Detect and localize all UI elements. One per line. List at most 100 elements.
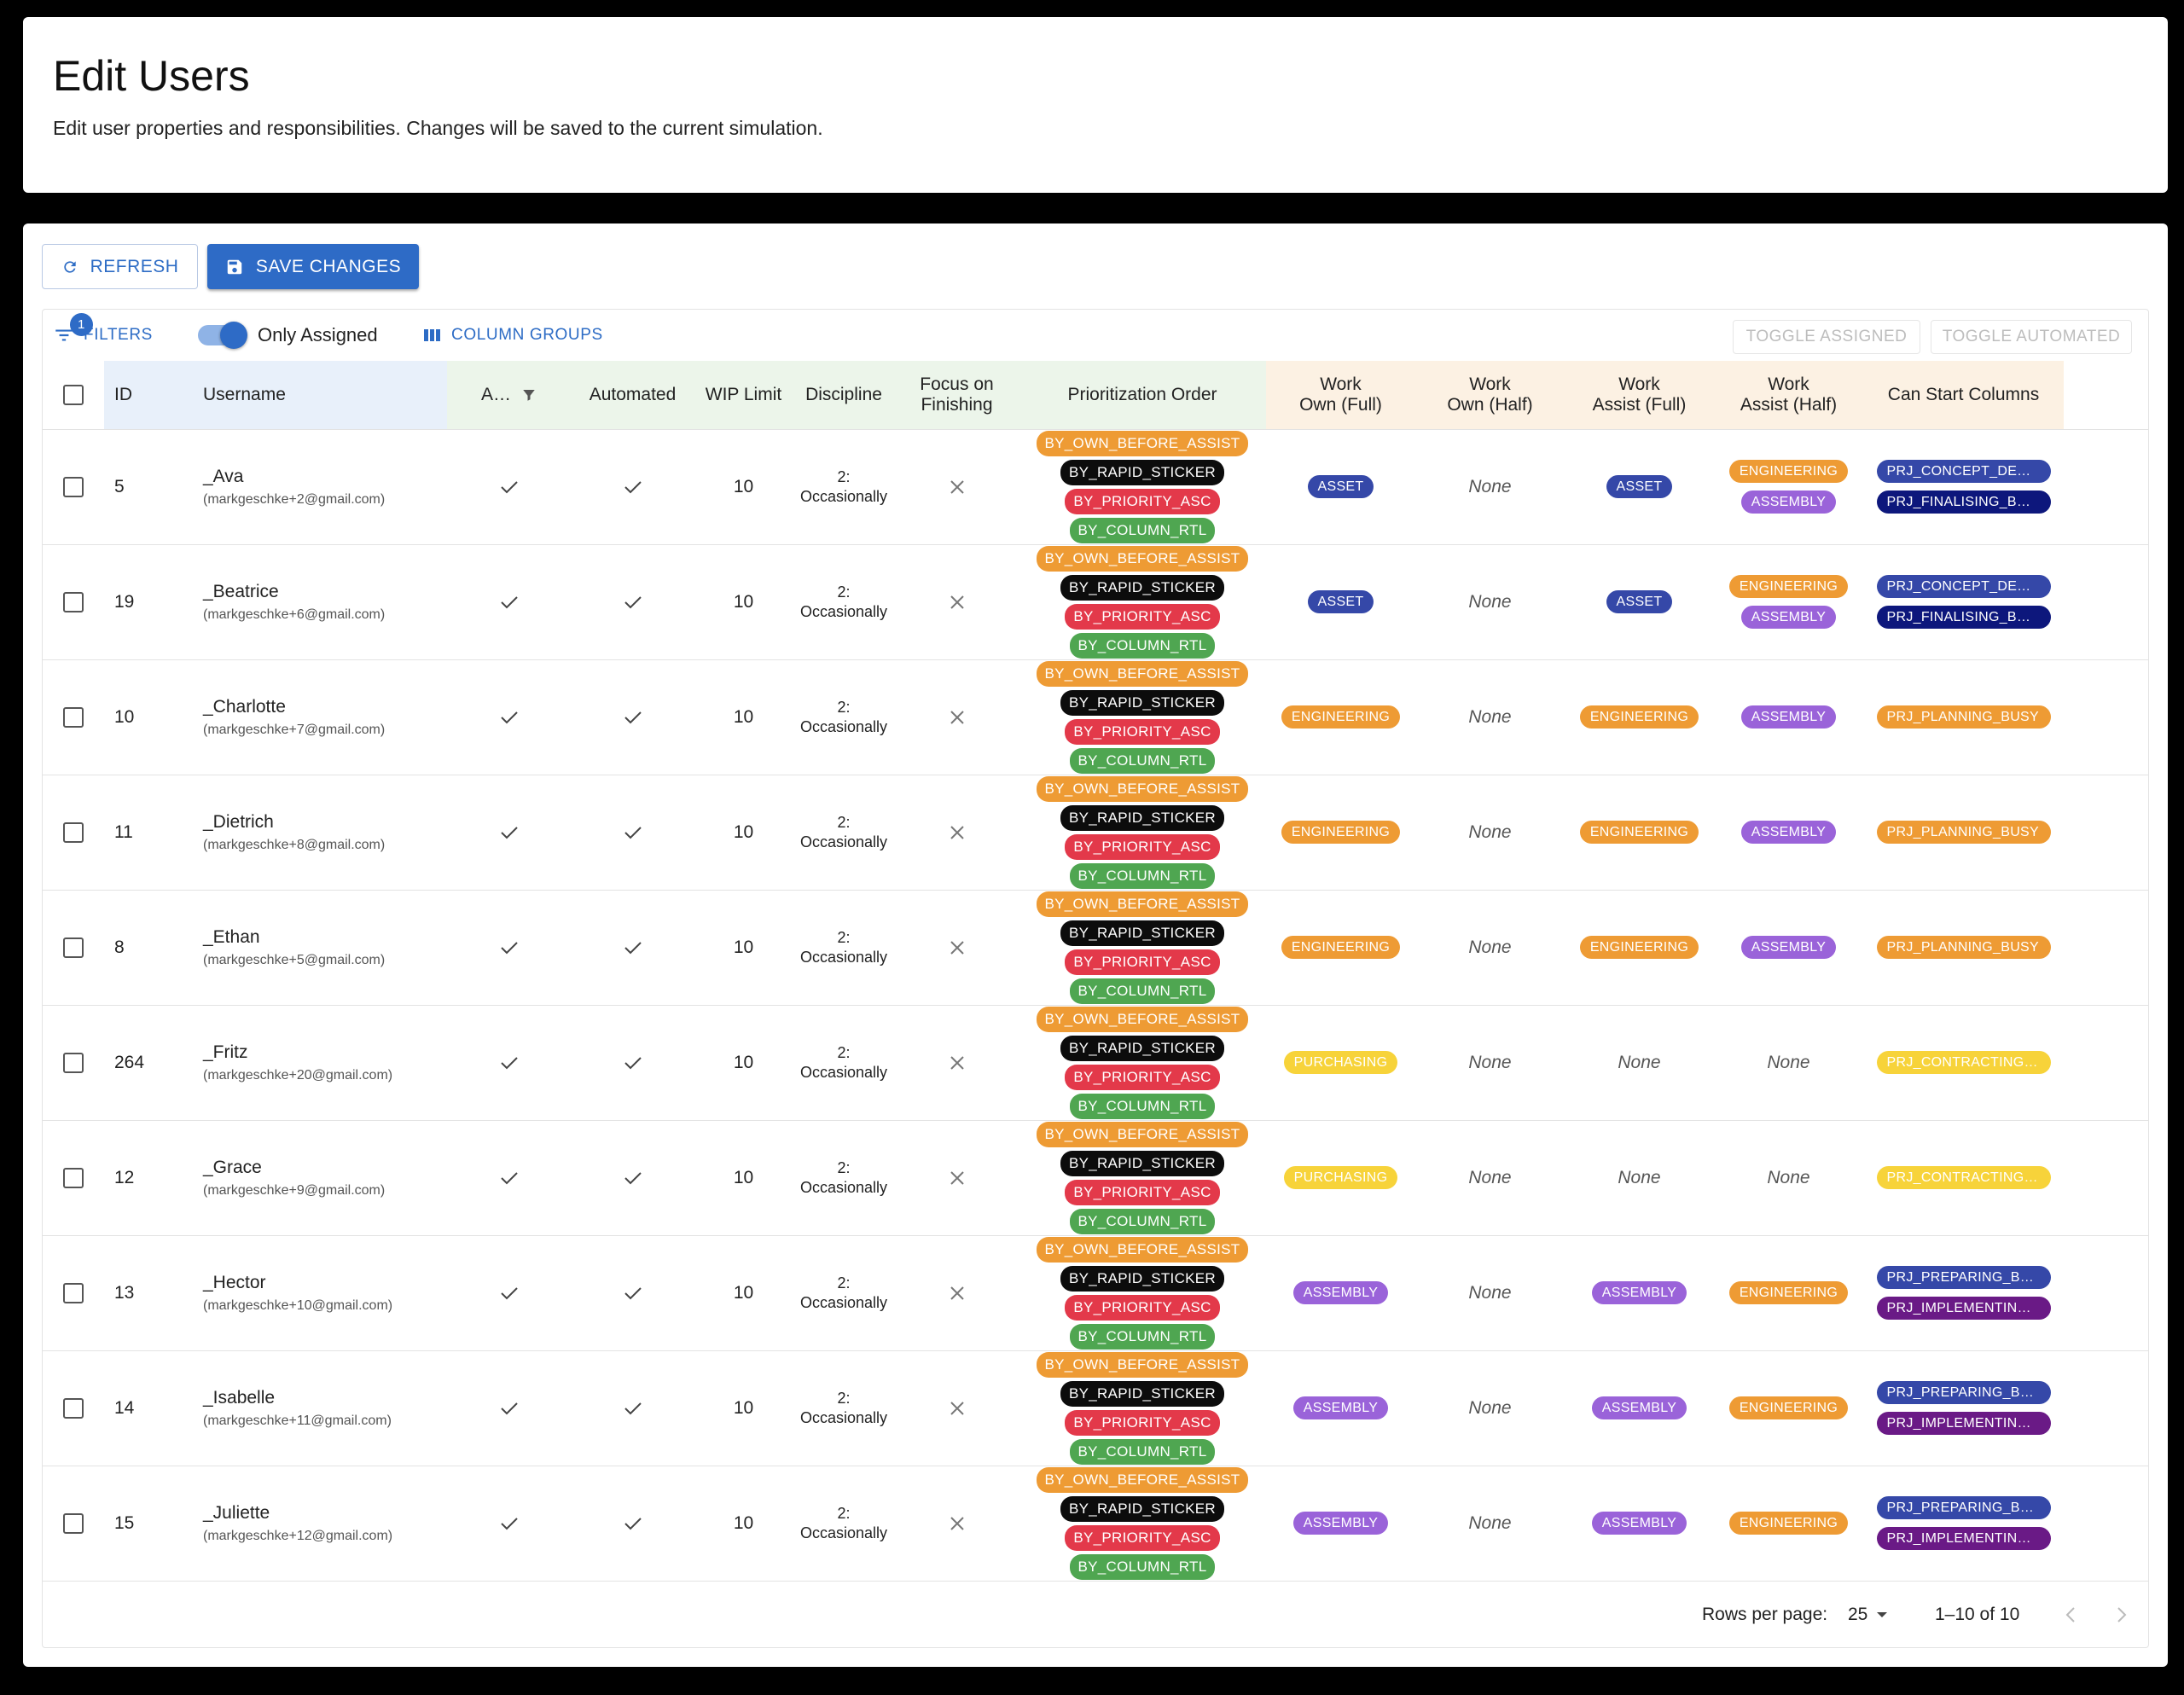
assigned-cell[interactable] (447, 1120, 571, 1235)
focus-on-finishing-cell[interactable] (895, 890, 1019, 1005)
toggle-assigned-button[interactable]: TOGGLE ASSIGNED (1733, 320, 1920, 354)
discipline-cell[interactable]: 2: Occasionally (793, 1350, 895, 1466)
work-assist-full-cell[interactable]: None (1565, 1005, 1714, 1120)
username-cell[interactable]: _Ava (markgeschke+2@gmail.com) (191, 429, 447, 544)
automated-cell[interactable] (571, 775, 694, 890)
discipline-cell[interactable]: 2: Occasionally (793, 1235, 895, 1350)
automated-cell[interactable] (571, 1120, 694, 1235)
prioritization-order-cell[interactable]: BY_OWN_BEFORE_ASSIST BY_RAPID_STICKER BY_P… (1019, 1120, 1266, 1235)
table-row[interactable]: 19 _Beatrice (markgeschke+6@gmail.com) 10 2:… (43, 544, 2148, 660)
work-own-full-cell[interactable]: ASSEMBLY (1266, 1466, 1415, 1581)
focus-on-finishing-cell[interactable] (895, 775, 1019, 890)
work-own-half-cell[interactable]: None (1415, 1235, 1565, 1350)
previous-page-icon[interactable] (2065, 1581, 2077, 1647)
discipline-cell[interactable]: 2: Occasionally (793, 1120, 895, 1235)
filter-icon[interactable] (521, 387, 537, 403)
column-header-username[interactable]: Username (191, 361, 447, 429)
prioritization-order-cell[interactable]: BY_OWN_BEFORE_ASSIST BY_RAPID_STICKER BY_P… (1019, 890, 1266, 1005)
only-assigned-switch[interactable] (198, 322, 247, 349)
automated-cell[interactable] (571, 544, 694, 659)
work-own-half-cell[interactable]: None (1415, 1350, 1565, 1466)
row-checkbox[interactable] (63, 476, 84, 497)
work-assist-half-cell[interactable]: ASSEMBLY (1714, 659, 1863, 775)
work-assist-half-cell[interactable]: ASSEMBLY (1714, 890, 1863, 1005)
focus-on-finishing-cell[interactable] (895, 544, 1019, 659)
can-start-columns-cell[interactable]: PRJ_CONCEPT_DE… PRJ_FINALISING_B… (1863, 544, 2064, 659)
assigned-cell[interactable] (447, 890, 571, 1005)
work-assist-full-cell[interactable]: ASSET (1565, 544, 1714, 659)
row-checkbox[interactable] (63, 1512, 84, 1534)
row-checkbox[interactable] (63, 1167, 84, 1188)
work-own-half-cell[interactable]: None (1415, 1120, 1565, 1235)
discipline-cell[interactable]: 2: Occasionally (793, 429, 895, 544)
automated-cell[interactable] (571, 1350, 694, 1466)
row-checkbox[interactable] (63, 1282, 84, 1303)
wip-limit-cell[interactable]: 10 (694, 890, 793, 1005)
work-assist-half-cell[interactable]: ENGINEERING (1714, 1235, 1863, 1350)
work-own-full-cell[interactable]: ASSEMBLY (1266, 1235, 1415, 1350)
column-header-id[interactable]: ID (104, 361, 191, 429)
wip-limit-cell[interactable]: 10 (694, 1120, 793, 1235)
table-row[interactable]: 264 _Fritz (markgeschke+20@gmail.com) 10 2: O… (43, 1005, 2148, 1121)
prioritization-order-cell[interactable]: BY_OWN_BEFORE_ASSIST BY_RAPID_STICKER BY_P… (1019, 1466, 1266, 1581)
wip-limit-cell[interactable]: 10 (694, 659, 793, 775)
toggle-automated-button[interactable]: TOGGLE AUTOMATED (1931, 320, 2132, 354)
can-start-columns-cell[interactable]: PRJ_PLANNING_BUSY (1863, 775, 2064, 890)
work-own-full-cell[interactable]: PURCHASING (1266, 1005, 1415, 1120)
work-assist-full-cell[interactable]: ASSET (1565, 429, 1714, 544)
work-assist-half-cell[interactable]: ENGINEERING ASSEMBLY (1714, 544, 1863, 659)
work-assist-half-cell[interactable]: ASSEMBLY (1714, 775, 1863, 890)
can-start-columns-cell[interactable]: PRJ_CONTRACTING… (1863, 1120, 2064, 1235)
work-assist-full-cell[interactable]: None (1565, 1120, 1714, 1235)
column-header-work-own-half[interactable]: Work Own (Half) (1415, 361, 1565, 429)
work-own-half-cell[interactable]: None (1415, 659, 1565, 775)
focus-on-finishing-cell[interactable] (895, 1350, 1019, 1466)
refresh-button[interactable]: REFRESH (42, 244, 198, 289)
row-checkbox[interactable] (63, 591, 84, 612)
discipline-cell[interactable]: 2: Occasionally (793, 775, 895, 890)
can-start-columns-cell[interactable]: PRJ_PREPARING_B… PRJ_IMPLEMENTIN… (1863, 1235, 2064, 1350)
wip-limit-cell[interactable]: 10 (694, 775, 793, 890)
table-row[interactable]: 11 _Dietrich (markgeschke+8@gmail.com) 10 2:… (43, 775, 2148, 891)
automated-cell[interactable] (571, 1005, 694, 1120)
work-own-full-cell[interactable]: ENGINEERING (1266, 659, 1415, 775)
work-own-half-cell[interactable]: None (1415, 1466, 1565, 1581)
can-start-columns-cell[interactable]: PRJ_CONCEPT_DE… PRJ_FINALISING_B… (1863, 429, 2064, 544)
work-assist-half-cell[interactable]: ENGINEERING (1714, 1466, 1863, 1581)
column-groups-button[interactable]: COLUMN GROUPS (424, 310, 603, 361)
filters-button[interactable]: 1 FILTERS (53, 310, 153, 361)
table-row[interactable]: 8 _Ethan (markgeschke+5@gmail.com) 10 2: Occa… (43, 890, 2148, 1006)
table-row[interactable]: 13 _Hector (markgeschke+10@gmail.com) 10 2: O… (43, 1235, 2148, 1351)
column-header-can-start-columns[interactable]: Can Start Columns (1863, 361, 2064, 429)
row-checkbox[interactable] (63, 1397, 84, 1419)
username-cell[interactable]: _Ethan (markgeschke+5@gmail.com) (191, 890, 447, 1005)
column-header-work-assist-full[interactable]: Work Assist (Full) (1565, 361, 1714, 429)
username-cell[interactable]: _Isabelle (markgeschke+11@gmail.com) (191, 1350, 447, 1466)
prioritization-order-cell[interactable]: BY_OWN_BEFORE_ASSIST BY_RAPID_STICKER BY_P… (1019, 775, 1266, 890)
work-own-half-cell[interactable]: None (1415, 890, 1565, 1005)
username-cell[interactable]: _Dietrich (markgeschke+8@gmail.com) (191, 775, 447, 890)
prioritization-order-cell[interactable]: BY_OWN_BEFORE_ASSIST BY_RAPID_STICKER BY_P… (1019, 429, 1266, 544)
assigned-cell[interactable] (447, 544, 571, 659)
table-row[interactable]: 12 _Grace (markgeschke+9@gmail.com) 10 2: Occ… (43, 1120, 2148, 1236)
assigned-cell[interactable] (447, 1235, 571, 1350)
assigned-cell[interactable] (447, 429, 571, 544)
row-checkbox[interactable] (63, 706, 84, 728)
assigned-cell[interactable] (447, 775, 571, 890)
focus-on-finishing-cell[interactable] (895, 429, 1019, 544)
can-start-columns-cell[interactable]: PRJ_CONTRACTING… (1863, 1005, 2064, 1120)
next-page-icon[interactable] (2116, 1581, 2128, 1647)
only-assigned-toggle[interactable]: Only Assigned (198, 310, 378, 361)
focus-on-finishing-cell[interactable] (895, 659, 1019, 775)
wip-limit-cell[interactable]: 10 (694, 1235, 793, 1350)
work-assist-full-cell[interactable]: ASSEMBLY (1565, 1466, 1714, 1581)
prioritization-order-cell[interactable]: BY_OWN_BEFORE_ASSIST BY_RAPID_STICKER BY_P… (1019, 1235, 1266, 1350)
work-own-half-cell[interactable]: None (1415, 1005, 1565, 1120)
work-assist-full-cell[interactable]: ENGINEERING (1565, 659, 1714, 775)
work-assist-full-cell[interactable]: ASSEMBLY (1565, 1235, 1714, 1350)
wip-limit-cell[interactable]: 10 (694, 429, 793, 544)
wip-limit-cell[interactable]: 10 (694, 1005, 793, 1120)
focus-on-finishing-cell[interactable] (895, 1120, 1019, 1235)
select-all-checkbox[interactable] (63, 385, 84, 405)
work-own-half-cell[interactable]: None (1415, 544, 1565, 659)
